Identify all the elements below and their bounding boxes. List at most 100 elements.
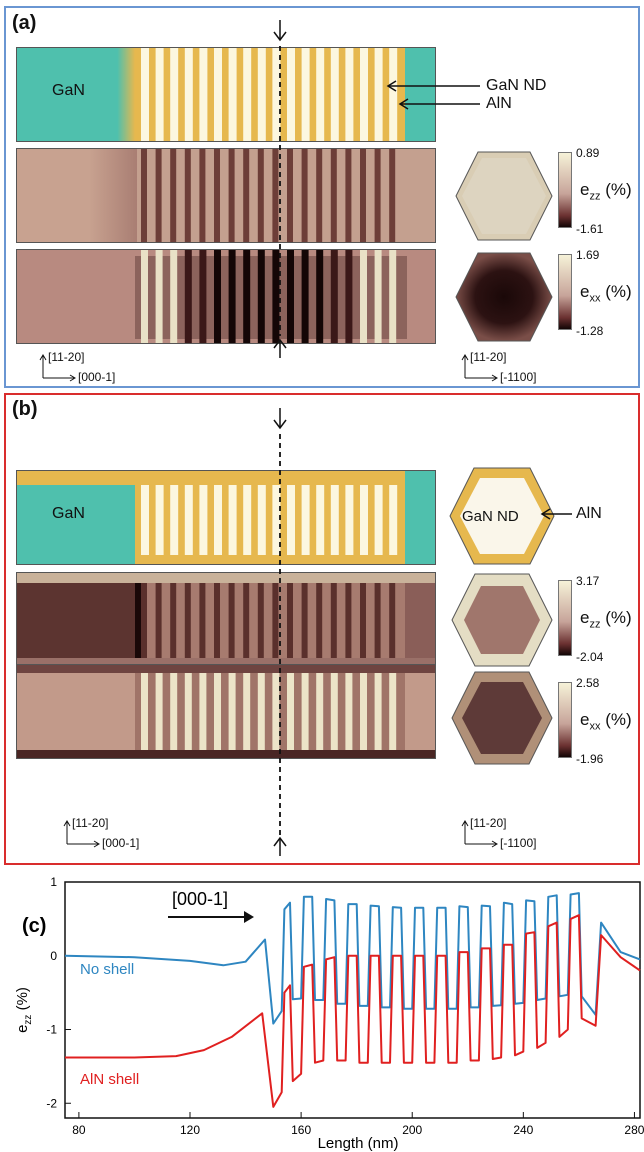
stripe: [228, 485, 237, 555]
stripe: [257, 149, 264, 242]
hex-structure-b: [449, 467, 555, 565]
y-tick-label: -2: [46, 1096, 57, 1110]
stripe: [345, 485, 354, 555]
stripe: [228, 583, 235, 658]
stripe: [301, 485, 310, 555]
stripe: [243, 48, 252, 141]
stripe: [214, 149, 220, 242]
stripe: [243, 673, 251, 750]
cut-line-b: [273, 408, 287, 856]
stripe: [374, 48, 383, 141]
direction-label: [000-1]: [172, 889, 228, 909]
stripe: [155, 673, 163, 750]
stripe: [360, 583, 366, 658]
stripe: [199, 583, 206, 658]
exx-map-a: [16, 249, 436, 344]
colorbar-exx-b: [558, 682, 572, 758]
stripe: [141, 48, 149, 141]
stripe: [257, 673, 265, 750]
annot-aln-b: AlN: [576, 505, 602, 522]
stripe: [287, 485, 295, 555]
stripe: [360, 250, 367, 343]
ezz-map-b: [16, 572, 436, 667]
stripe: [287, 250, 294, 343]
stripe: [257, 250, 265, 343]
x-tick-label: 240: [513, 1123, 533, 1137]
stripe: [389, 673, 397, 750]
exx-label-a: exx (%): [580, 282, 632, 305]
stripe: [228, 250, 236, 343]
stripe: [272, 48, 281, 141]
ezz-min-b: -2.04: [576, 650, 604, 664]
stripe: [374, 673, 382, 750]
y-axis-label: ezz (%): [14, 987, 34, 1033]
ezz-max-b: 3.17: [576, 574, 600, 588]
ezz-min-a: -1.61: [576, 222, 604, 236]
y-tick-label: 0: [50, 949, 57, 963]
stripe: [155, 583, 162, 658]
annot-aln-a: AlN: [486, 95, 512, 112]
hex-ezz-a: [455, 151, 553, 241]
stripe: [301, 250, 309, 343]
hex-exx-b: [451, 671, 553, 765]
gan-label-a: GaN: [52, 82, 85, 99]
series-no-shell-line: [64, 892, 641, 1025]
stripe: [345, 149, 352, 242]
hex-ezz-b: [451, 573, 553, 667]
stripe: [155, 48, 164, 141]
stripe: [345, 673, 353, 750]
stripe: [228, 673, 236, 750]
stripe: [170, 485, 179, 555]
stripe: [170, 250, 178, 343]
ezz-label-a: ezz (%): [580, 180, 632, 203]
x-tick-label: 160: [291, 1123, 311, 1137]
stripe: [360, 48, 368, 141]
series-label-aln-shell: AlN shell: [80, 1071, 139, 1088]
panel-b-label: (b): [12, 398, 38, 420]
stripe: [330, 485, 339, 555]
y-tick-label: -1: [46, 1023, 57, 1037]
stripe: [199, 250, 207, 343]
stripe: [301, 48, 310, 141]
stripe: [257, 485, 266, 555]
stripe: [155, 485, 164, 555]
stripe: [389, 485, 398, 555]
stripe: [287, 149, 293, 242]
stripe: [330, 48, 339, 141]
stripe: [272, 149, 279, 242]
stripe: [243, 250, 251, 343]
x-tick-label: 120: [180, 1123, 200, 1137]
stripe: [170, 149, 177, 242]
stripe: [155, 149, 162, 242]
stripe: [228, 149, 235, 242]
x-tick-label: 280: [624, 1123, 644, 1137]
plot-frame: [64, 881, 641, 1119]
x-tick-label: 80: [72, 1123, 86, 1137]
colorbar-exx-a: [558, 254, 572, 330]
annot-gan-nd-a: GaN ND: [486, 77, 547, 94]
stripe: [170, 48, 179, 141]
stripe: [316, 485, 325, 555]
stripe: [199, 673, 207, 750]
cut-line-a: [273, 20, 287, 358]
stripe: [374, 485, 383, 555]
axis-indicator-right-a: [11-20] [-1100]: [460, 350, 580, 384]
stripe: [301, 149, 308, 242]
panel-a-label: (a): [12, 12, 37, 34]
stripe: [170, 583, 177, 658]
strain-line-chart: (c) 80 120 160 200 240 280 1 0 -1 -2 [000-1] No s…: [14, 875, 644, 1152]
stripe: [316, 48, 325, 141]
stripe: [243, 583, 250, 658]
stripe: [184, 673, 192, 750]
stripe: [141, 149, 147, 242]
exx-min-b: -1.96: [576, 752, 604, 766]
exx-map-b: [16, 664, 436, 759]
stripe: [272, 485, 281, 555]
stripe: [243, 485, 252, 555]
stripe: [199, 485, 208, 555]
stripe: [389, 583, 396, 658]
stripe: [287, 673, 294, 750]
stripe: [301, 583, 308, 658]
stripe: [301, 673, 309, 750]
stripe: [155, 250, 163, 343]
